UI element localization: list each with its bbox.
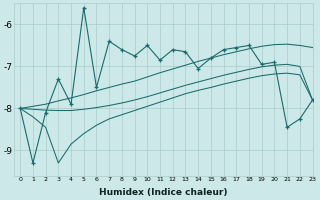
X-axis label: Humidex (Indice chaleur): Humidex (Indice chaleur) [99, 188, 228, 197]
